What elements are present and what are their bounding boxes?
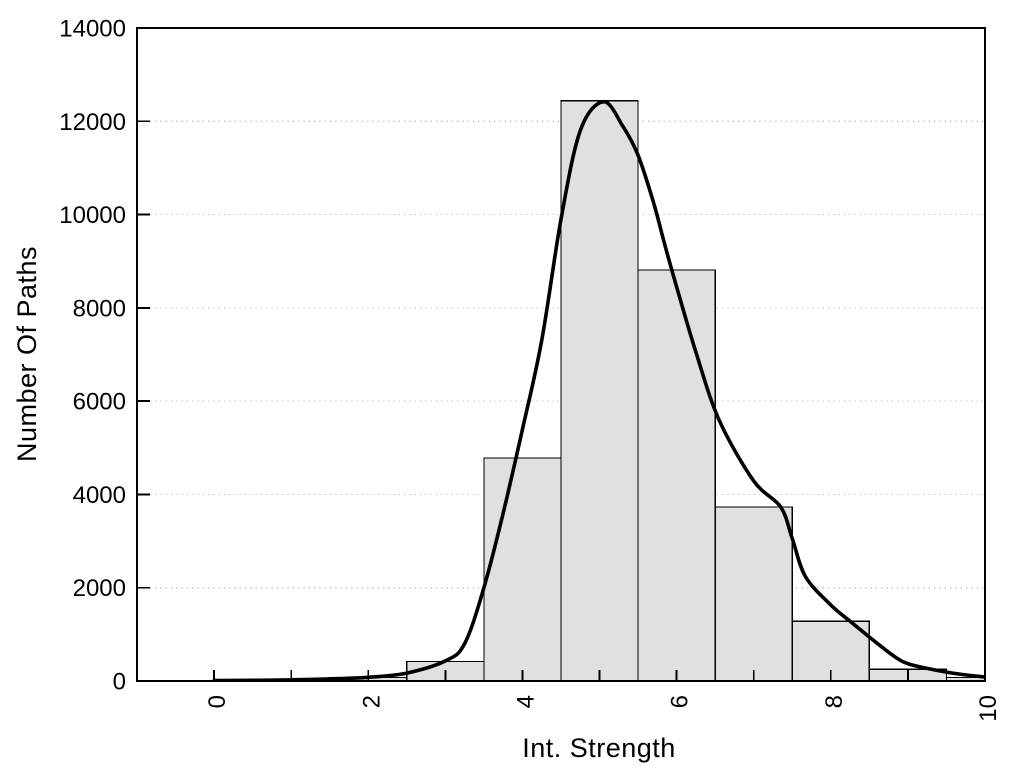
x-tick-label: 0 (204, 695, 231, 708)
y-tick-label: 10000 (59, 202, 126, 229)
axis-ticks-layer (137, 27, 986, 682)
y-tick-label: 6000 (73, 389, 126, 416)
y-tick-label: 0 (113, 669, 126, 696)
histogram-bar (560, 100, 639, 680)
tick-labels-layer: 0 2 4 6 8 10 0 2000 4000 6000 8000 10000 12000 14000 (59, 16, 1002, 722)
x-axis-title: Int. Strength (522, 733, 676, 763)
y-tick-label: 4000 (73, 482, 126, 509)
histogram-bars-layer (329, 100, 984, 680)
density-curve (212, 99, 984, 680)
x-tick-label: 2 (358, 695, 385, 708)
histogram-bar (714, 506, 793, 680)
x-tick-label: 6 (667, 695, 694, 708)
y-tick-label: 8000 (73, 295, 126, 322)
plot-border (136, 27, 986, 682)
x-tick-label: 4 (512, 695, 539, 708)
x-tick-label: 8 (821, 695, 848, 708)
histogram-bar (945, 676, 984, 680)
x-tick-label: 10 (975, 695, 1002, 722)
y-tick-label: 2000 (73, 575, 126, 602)
y-axis-title: Number Of Paths (12, 246, 42, 462)
y-tick-label: 14000 (59, 16, 126, 43)
y-tick-label: 12000 (59, 109, 126, 136)
histogram-bar (483, 457, 562, 680)
histogram-bar (637, 269, 716, 680)
